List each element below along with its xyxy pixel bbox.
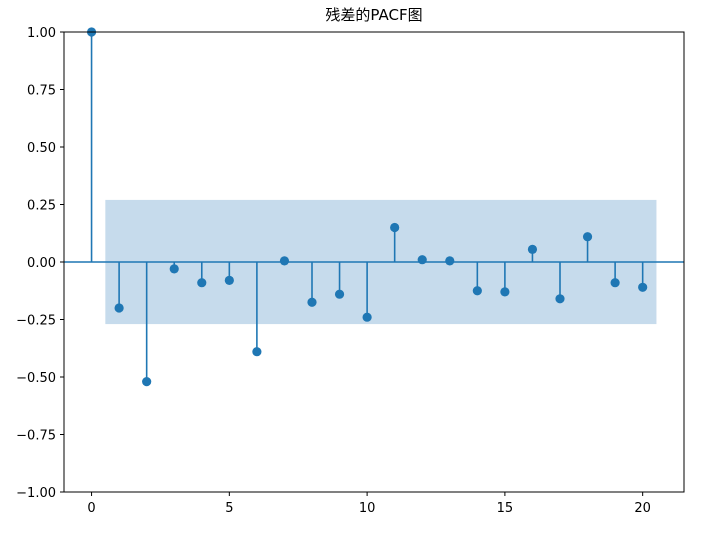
stem-marker-16: [527, 244, 538, 254]
stem-marker-19: [610, 278, 620, 288]
stem-marker-11: [390, 222, 400, 233]
stem-marker-2: [142, 377, 152, 387]
stem-layer: [64, 27, 684, 387]
stem-marker-14: [472, 286, 482, 296]
stem-marker-15: [500, 287, 510, 297]
y-tick-label: 0.00: [27, 256, 56, 271]
stem-marker-8: [307, 297, 317, 307]
stem-marker-4: [197, 278, 207, 288]
stem-marker-1: [114, 303, 124, 313]
y-tick-label: 1.00: [27, 26, 56, 41]
axes-layer: 1.00 0.75 0.50 0.25 0.00 −0.25 −0.50 −0.75 −1.00…: [16, 26, 685, 516]
stem-marker-17: [555, 294, 565, 304]
x-tick-label: 0: [87, 501, 95, 516]
stem-marker-13: [445, 256, 455, 266]
y-tick-label: −1.00: [16, 486, 56, 501]
stem-marker-9: [334, 289, 345, 299]
y-tick-label: 0.50: [27, 141, 56, 156]
x-tick-label: 20: [634, 501, 651, 516]
stem-marker-20: [638, 282, 648, 292]
chart-title: 残差的PACF图: [325, 6, 422, 24]
stem-marker-10: [362, 312, 372, 322]
stem-marker-3: [169, 264, 179, 274]
x-tick-label: 5: [225, 501, 233, 516]
y-tick-label: 0.25: [27, 199, 56, 214]
y-tick-label: −0.50: [16, 371, 56, 386]
x-tick-label: 10: [359, 501, 376, 516]
y-tick-label: −0.75: [16, 429, 56, 444]
x-tick-label: 15: [497, 501, 514, 516]
y-tick-label: 0.75: [27, 84, 56, 99]
stem-marker-5: [224, 275, 234, 285]
stem-marker-6: [252, 347, 262, 357]
stem-marker-12: [417, 255, 427, 265]
y-tick-label: −0.25: [16, 314, 56, 329]
stem-marker-18: [582, 232, 593, 242]
stem-marker-7: [279, 256, 290, 266]
